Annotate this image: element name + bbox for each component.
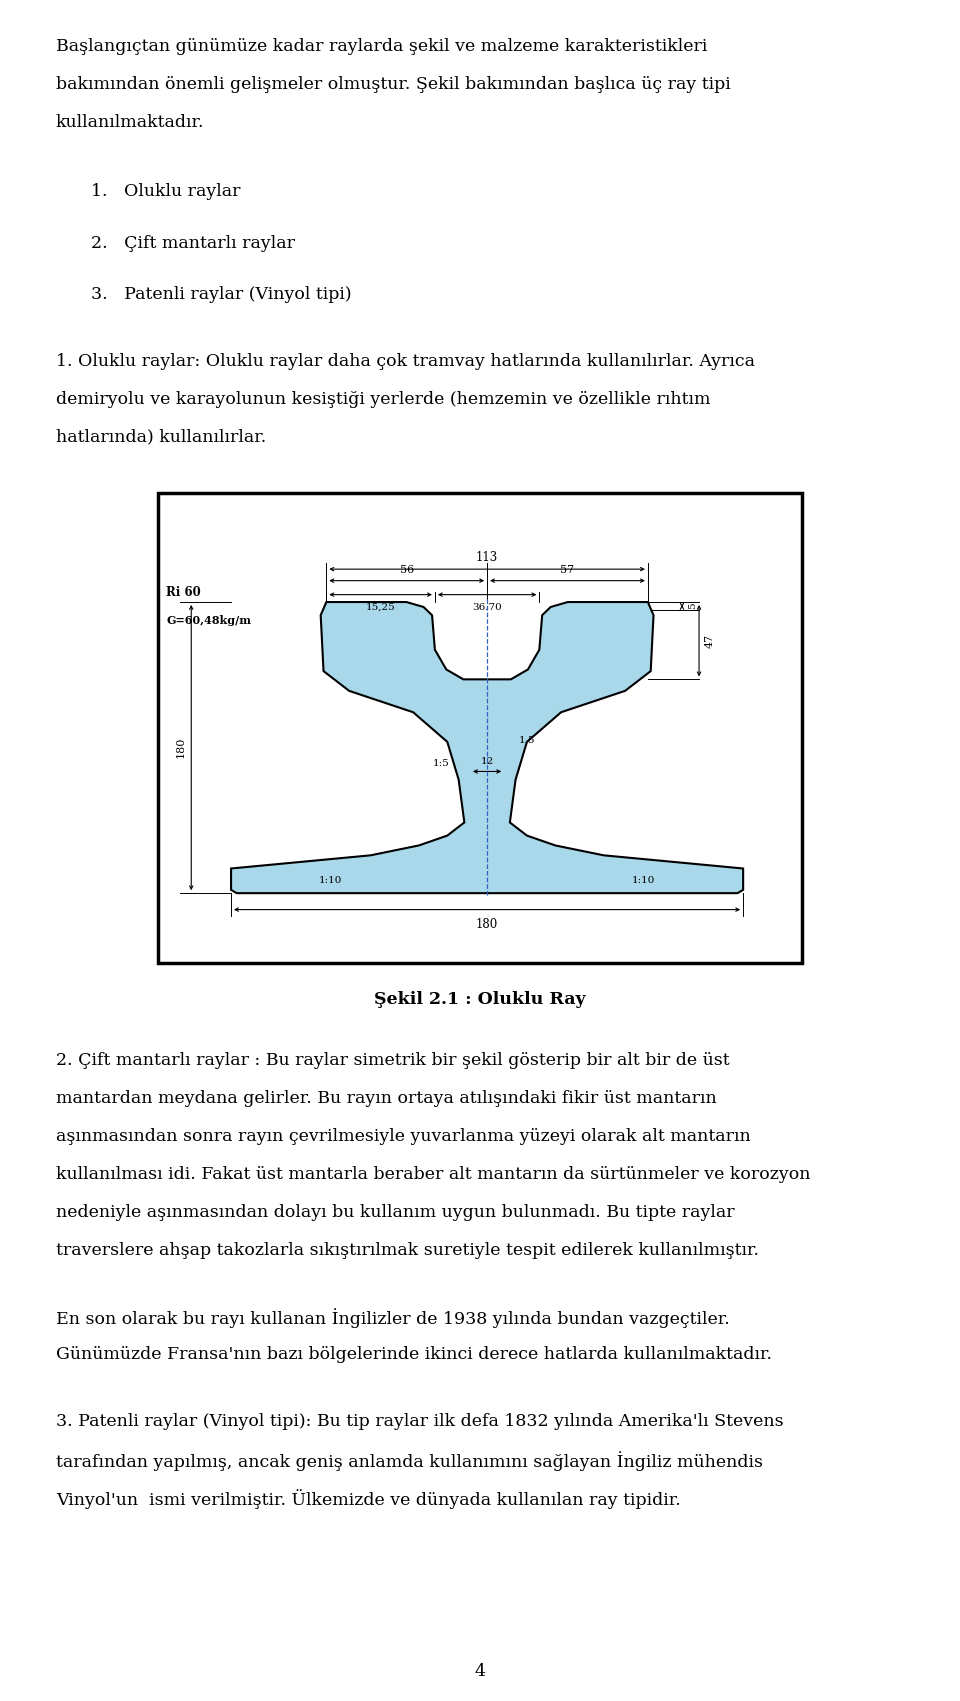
- Text: 1. Oluklu raylar: Oluklu raylar daha çok tramvay hatlarında kullanılırlar. Ayrıc: 1. Oluklu raylar: Oluklu raylar daha çok…: [56, 352, 755, 369]
- Text: 1:5: 1:5: [433, 759, 450, 767]
- Text: 3.   Patenli raylar (Vinyol tipi): 3. Patenli raylar (Vinyol tipi): [90, 286, 351, 303]
- Text: mantardan meydana gelirler. Bu rayın ortaya atılışındaki fikir üst mantarın: mantardan meydana gelirler. Bu rayın ort…: [56, 1090, 716, 1106]
- Text: kullanılmaktadır.: kullanılmaktadır.: [56, 114, 204, 131]
- Text: Günümüzde Fransa'nın bazı bölgelerinde ikinci derece hatlarda kullanılmaktadır.: Günümüzde Fransa'nın bazı bölgelerinde i…: [56, 1345, 772, 1363]
- Text: 3. Patenli raylar (Vinyol tipi): Bu tip raylar ilk defa 1832 yılında Amerika'lı : 3. Patenli raylar (Vinyol tipi): Bu tip …: [56, 1414, 783, 1431]
- Text: demiryolu ve karayolunun kesiştiği yerlerde (hemzemin ve özellikle rıhtım: demiryolu ve karayolunun kesiştiği yerle…: [56, 391, 710, 408]
- Text: 36.70: 36.70: [472, 602, 502, 612]
- Text: En son olarak bu rayı kullanan İngilizler de 1938 yılında bundan vazgeçtiler.: En son olarak bu rayı kullanan İngilizle…: [56, 1308, 730, 1328]
- Text: 2.   Çift mantarlı raylar: 2. Çift mantarlı raylar: [90, 235, 295, 252]
- Text: 1.5: 1.5: [518, 737, 535, 745]
- Text: 4: 4: [474, 1662, 486, 1679]
- Text: 12: 12: [481, 757, 493, 765]
- Text: bakımından önemli gelişmeler olmuştur. Şekil bakımından başlıca üç ray tipi: bakımından önemli gelişmeler olmuştur. Ş…: [56, 77, 731, 94]
- Text: aşınmasından sonra rayın çevrilmesiyle yuvarlanma yüzeyi olarak alt mantarın: aşınmasından sonra rayın çevrilmesiyle y…: [56, 1128, 751, 1145]
- Text: 1.   Oluklu raylar: 1. Oluklu raylar: [90, 184, 240, 201]
- Text: 47: 47: [705, 634, 715, 648]
- Text: traverslere ahşap takozlarla sıkıştırılmak suretiyle tespit edilerek kullanılmış: traverslere ahşap takozlarla sıkıştırılm…: [56, 1242, 758, 1259]
- Text: 56: 56: [399, 565, 414, 575]
- Text: Vinyol'un  ismi verilmiştir. Ülkemizde ve dünyada kullanılan ray tipidir.: Vinyol'un ismi verilmiştir. Ülkemizde ve…: [56, 1488, 681, 1509]
- Text: 113: 113: [476, 551, 498, 563]
- Text: 5: 5: [688, 602, 697, 609]
- Text: hatlarında) kullanılırlar.: hatlarında) kullanılırlar.: [56, 429, 266, 446]
- Text: 57: 57: [561, 565, 574, 575]
- Bar: [158, 493, 802, 963]
- Text: 1:10: 1:10: [632, 876, 656, 885]
- Text: 15,25: 15,25: [366, 602, 396, 612]
- Text: Başlangıçtan günümüze kadar raylarda şekil ve malzeme karakteristikleri: Başlangıçtan günümüze kadar raylarda şek…: [56, 37, 708, 54]
- Text: kullanılması idi. Fakat üst mantarla beraber alt mantarın da sürtünmeler ve koro: kullanılması idi. Fakat üst mantarla ber…: [56, 1165, 810, 1182]
- Polygon shape: [231, 602, 743, 893]
- Text: 180: 180: [176, 737, 185, 759]
- Text: 2. Çift mantarlı raylar : Bu raylar simetrik bir şekil gösterip bir alt bir de ü: 2. Çift mantarlı raylar : Bu raylar sime…: [56, 1051, 730, 1068]
- Text: 180: 180: [476, 917, 498, 930]
- Text: nedeniyle aşınmasından dolayı bu kullanım uygun bulunmadı. Bu tipte raylar: nedeniyle aşınmasından dolayı bu kullanı…: [56, 1204, 734, 1221]
- Text: 1:10: 1:10: [319, 876, 343, 885]
- Text: tarafından yapılmış, ancak geniş anlamda kullanımını sağlayan İngiliz mühendis: tarafından yapılmış, ancak geniş anlamda…: [56, 1451, 762, 1471]
- Text: Ri 60: Ri 60: [166, 585, 202, 599]
- Text: Şekil 2.1 : Oluklu Ray: Şekil 2.1 : Oluklu Ray: [374, 990, 586, 1007]
- Text: G=60,48kg/m: G=60,48kg/m: [166, 616, 252, 626]
